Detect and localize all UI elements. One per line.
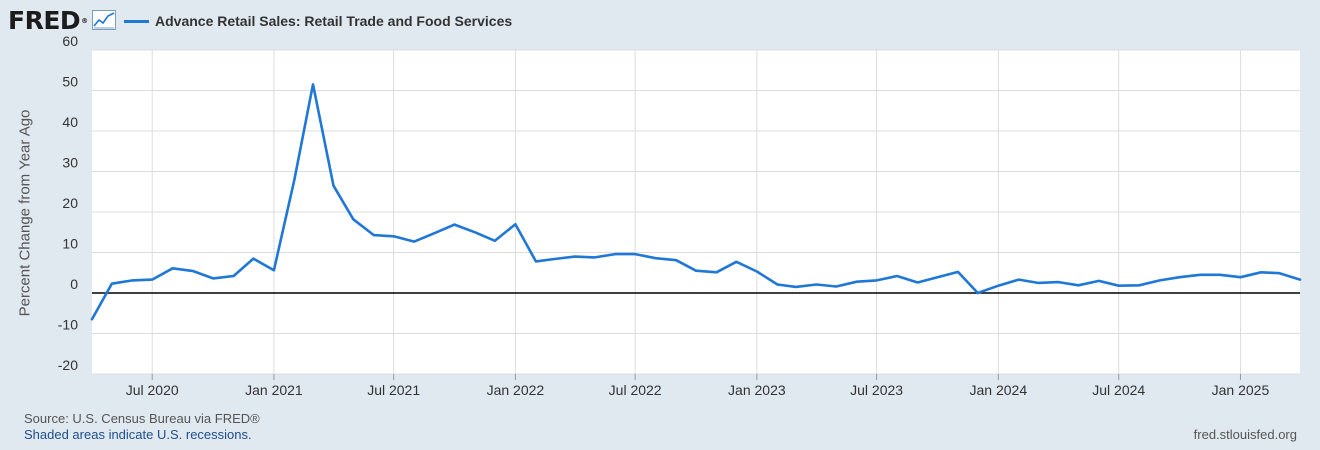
x-tick-label: Jan 2023 (728, 382, 786, 398)
y-tick-label: 10 (62, 236, 78, 252)
y-tick-label: 0 (70, 276, 78, 292)
series-line (90, 83, 1302, 321)
x-tick-label: Jul 2024 (1092, 382, 1145, 398)
chart-legend: Advance Retail Sales: Retail Trade and F… (124, 10, 512, 32)
x-tick-label: Jul 2023 (850, 382, 903, 398)
x-tick-label: Jan 2024 (970, 382, 1028, 398)
recessions-note[interactable]: Shaded areas indicate U.S. recessions. (24, 427, 252, 442)
x-tick-label: Jul 2021 (367, 382, 420, 398)
fred-logo-registered: ® (81, 17, 88, 25)
y-tick-label: 60 (62, 33, 78, 49)
x-tick-label: Jan 2021 (245, 382, 303, 398)
x-tick-label: Jan 2025 (1212, 382, 1270, 398)
y-tick-label: 50 (62, 74, 78, 90)
x-tick-label: Jul 2020 (126, 382, 179, 398)
site-url[interactable]: fred.stlouisfed.org (1193, 427, 1297, 442)
line-chart-icon (92, 10, 116, 30)
y-tick-label: -10 (58, 317, 78, 333)
source-note: Source: U.S. Census Bureau via FRED® (24, 411, 260, 426)
x-tick-label: Jul 2022 (609, 382, 662, 398)
x-tick-label: Jan 2022 (487, 382, 545, 398)
line-chart: -20 -10 0 10 20 30 40 50 60 Jul 2020 Jan 2021 Jul 2… (58, 33, 1302, 398)
y-tick-label: 20 (62, 195, 78, 211)
y-tick-label: 40 (62, 114, 78, 130)
legend-series-label: Advance Retail Sales: Retail Trade and F… (155, 13, 513, 29)
y-tick-label: 30 (62, 155, 78, 171)
fred-logo[interactable]: FRED® (8, 6, 88, 36)
legend-line-swatch (124, 19, 149, 23)
y-tick-label: -20 (58, 357, 78, 373)
fred-logo-text: FRED (8, 6, 81, 35)
